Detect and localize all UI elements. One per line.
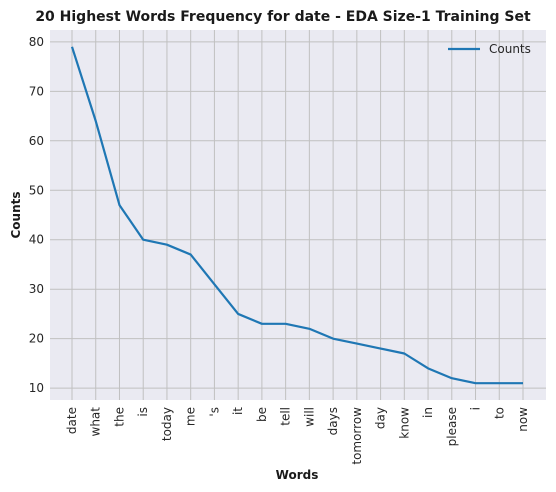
- x-tick-label: date: [65, 407, 79, 434]
- x-tick-label: 's: [207, 407, 221, 417]
- y-tick-label: 30: [29, 282, 44, 296]
- chart-title: 20 Highest Words Frequency for date - ED…: [35, 9, 531, 25]
- legend: Counts: [448, 42, 531, 56]
- x-tick-label: the: [112, 407, 126, 427]
- y-tick-label: 40: [29, 233, 44, 247]
- grid: [50, 30, 546, 400]
- x-tick-label: is: [136, 407, 150, 417]
- x-tick-label: i: [469, 407, 483, 410]
- x-tick-label: today: [160, 407, 174, 441]
- x-tick-labels: date what the is today me's it be tell will days to…: [65, 407, 530, 465]
- y-tick-label: 10: [29, 381, 44, 395]
- x-axis-label: Words: [276, 468, 319, 482]
- legend-label: Counts: [489, 42, 531, 56]
- y-tick-labels: 10 20 30 40 50 60 70 80: [29, 35, 44, 395]
- x-tick-label: be: [255, 407, 269, 422]
- series-line-counts: [70, 46, 523, 385]
- x-tick-label: me: [184, 407, 198, 426]
- x-tick-label: what: [89, 407, 103, 437]
- x-tick-label: now: [516, 407, 530, 432]
- x-tick-label: will: [302, 407, 316, 427]
- plot-area: [50, 30, 546, 400]
- y-tick-label: 70: [29, 84, 44, 98]
- y-tick-label: 20: [29, 332, 44, 346]
- x-tick-label: to: [492, 407, 506, 419]
- x-tick-label: days: [326, 407, 340, 435]
- x-tick-label: tomorrow: [350, 407, 364, 465]
- y-axis-label: Counts: [9, 191, 23, 238]
- x-tick-label: it: [231, 407, 245, 415]
- x-tick-label: day: [374, 407, 388, 429]
- x-tick-label: please: [445, 407, 459, 446]
- y-tick-label: 60: [29, 134, 44, 148]
- y-tick-label: 50: [29, 183, 44, 197]
- y-tick-label: 80: [29, 35, 44, 49]
- x-tick-label: tell: [279, 407, 293, 426]
- x-tick-label: know: [397, 407, 411, 439]
- x-tick-label: in: [421, 407, 435, 418]
